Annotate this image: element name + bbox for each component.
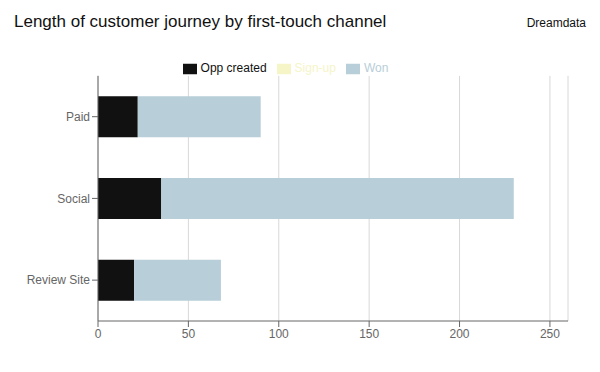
html-text:Dreamdata: Dreamdata — [526, 16, 586, 30]
svg-text:Review Site: Review Site — [27, 273, 91, 287]
svg-text:Social: Social — [57, 192, 90, 206]
svg-text:150: 150 — [359, 327, 379, 341]
svg-text:100: 100 — [269, 327, 289, 341]
svg-text:50: 50 — [182, 327, 196, 341]
svg-text:200: 200 — [450, 327, 470, 341]
html-text:Sign-up: Sign-up — [294, 61, 336, 75]
html-text:Length of customer journey by: Length of customer journey by first-touc… — [14, 12, 387, 31]
svg-text:250: 250 — [540, 327, 560, 341]
svg-text:Paid: Paid — [66, 110, 90, 124]
html-text:Won: Won — [364, 61, 389, 75]
html-text:Opp created: Opp created — [200, 61, 267, 75]
svg-text:0: 0 — [95, 327, 102, 341]
